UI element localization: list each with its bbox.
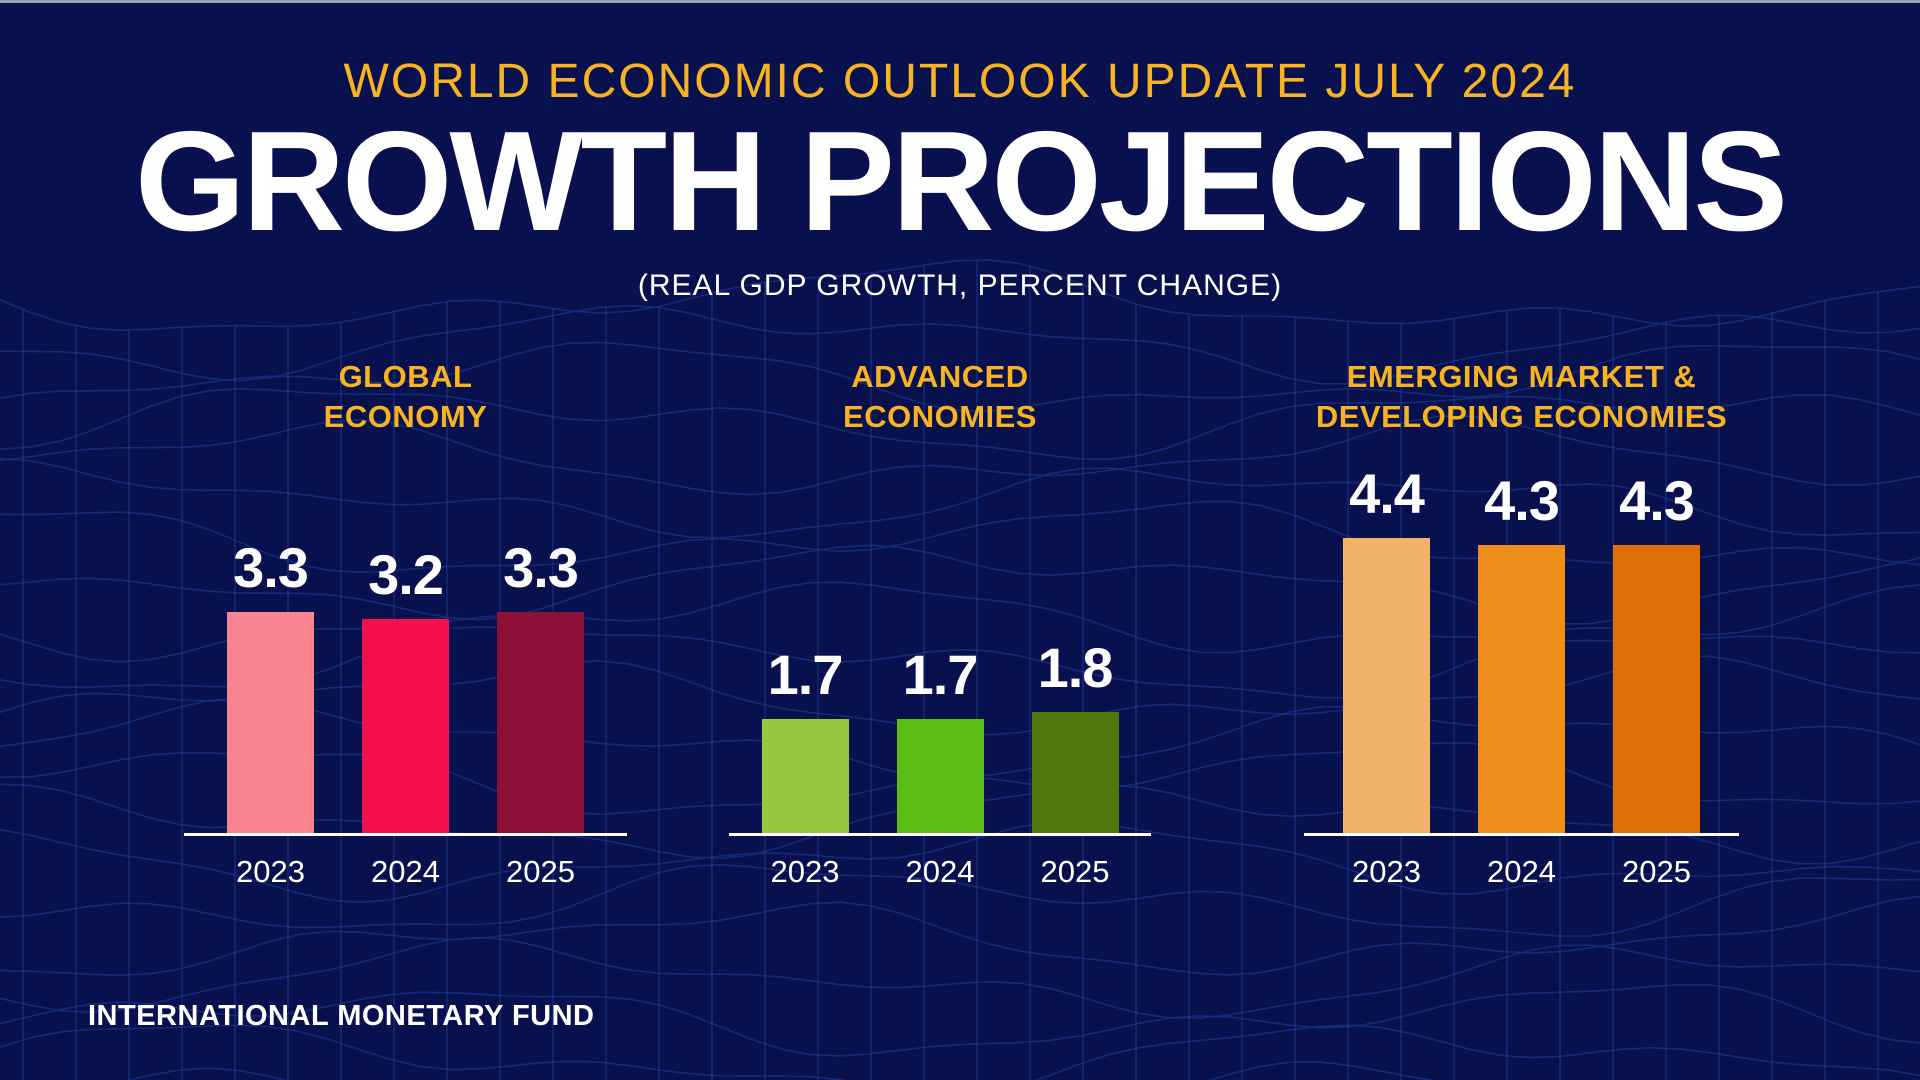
group-title-advanced-economies: ADVANCED ECONOMIES: [729, 357, 1151, 441]
group-title-line: ECONOMY: [323, 399, 488, 435]
year-label: 2024: [905, 854, 975, 889]
bar-column-2024: 3.2: [362, 542, 449, 833]
bar-emerging-market-developing-economies-2024: [1478, 545, 1565, 833]
bar-advanced-economies-2024: [896, 719, 984, 833]
bar-value-label: 3.3: [503, 536, 579, 599]
group-title-line: GLOBAL: [338, 359, 473, 394]
group-title-emerging-market-developing-economies: EMERGING MARKET & DEVELOPING ECONOMIES: [1304, 357, 1739, 441]
year-label: 2025: [1040, 854, 1110, 889]
bar-value-label: 1.7: [902, 643, 979, 706]
axis-baseline: [729, 833, 1151, 836]
axis-baseline: [184, 833, 627, 836]
year-label: 2025: [1622, 854, 1691, 889]
bar-column-2023: 1.7: [761, 642, 849, 833]
bar-plot-advanced-economies: 1.7 1.7 1.8: [729, 533, 1151, 833]
chart-group-advanced-economies: ADVANCED ECONOMIES 1.7 1.7 1.8 2023 2024 2025: [729, 357, 1151, 890]
bar-column-2023: 4.4: [1343, 461, 1430, 833]
year-label: 2023: [1352, 854, 1421, 889]
bar-value-label: 3.2: [368, 543, 444, 606]
group-title-line: EMERGING MARKET &: [1346, 359, 1697, 394]
imf-footer-label: INTERNATIONAL MONETARY FUND: [88, 1000, 595, 1032]
year-label: 2024: [1487, 854, 1556, 889]
bar-column-2025: 3.3: [497, 535, 584, 833]
group-title-global-economy: GLOBAL ECONOMY: [184, 357, 627, 441]
year-label: 2025: [506, 854, 575, 889]
group-title-line: ECONOMIES: [843, 399, 1037, 435]
bar-emerging-market-developing-economies-2023: [1343, 538, 1430, 833]
year-label: 2023: [770, 854, 840, 889]
header-block: WORLD ECONOMIC OUTLOOK UPDATE JULY 2024 …: [0, 0, 1920, 303]
bar-value-label: 4.4: [1349, 462, 1425, 525]
chart-group-global-economy: GLOBAL ECONOMY 3.3 3.2 3.3 2023 2024 2025: [184, 357, 627, 890]
group-title-line: DEVELOPING ECONOMIES: [1315, 399, 1728, 435]
chart-group-emerging-market-developing-economies: EMERGING MARKET & DEVELOPING ECONOMIES 4.4…: [1304, 357, 1739, 890]
bar-advanced-economies-2023: [761, 719, 849, 833]
bar-column-2023: 3.3: [227, 535, 314, 833]
top-border-line: [0, 0, 1920, 3]
bar-column-2025: 1.8: [1031, 635, 1119, 833]
bar-value-label: 3.3: [233, 536, 309, 599]
bar-value-label: 4.3: [1484, 469, 1560, 532]
bar-value-label: 4.3: [1619, 469, 1695, 532]
group-title-line: ADVANCED: [851, 359, 1029, 394]
bar-emerging-market-developing-economies-2025: [1613, 545, 1700, 833]
year-axis-labels: 2023 2024 2025: [184, 854, 627, 890]
year-axis-labels: 2023 2024 2025: [1304, 854, 1739, 890]
bar-advanced-economies-2025: [1031, 712, 1119, 833]
bar-plot-global-economy: 3.3 3.2 3.3: [184, 533, 627, 833]
bar-plot-emerging-market-developing-economies: 4.4 4.3 4.3: [1304, 462, 1739, 833]
bar-column-2025: 4.3: [1613, 468, 1700, 833]
page-title: GROWTH PROJECTIONS: [134, 102, 1788, 261]
year-axis-labels: 2023 2024 2025: [729, 854, 1151, 890]
bar-global-economy-2024: [362, 619, 449, 833]
bar-value-label: 1.8: [1037, 636, 1114, 699]
bar-global-economy-2025: [497, 612, 584, 833]
bar-global-economy-2023: [227, 612, 314, 833]
year-label: 2024: [371, 854, 440, 889]
page-subtitle: (REAL GDP GROWTH, PERCENT CHANGE): [637, 269, 1283, 302]
bar-value-label: 1.7: [767, 643, 844, 706]
axis-baseline: [1304, 833, 1739, 836]
year-label: 2023: [236, 854, 305, 889]
report-kicker: WORLD ECONOMIC OUTLOOK UPDATE JULY 2024: [343, 55, 1577, 108]
bar-column-2024: 4.3: [1478, 468, 1565, 833]
bar-column-2024: 1.7: [896, 642, 984, 833]
